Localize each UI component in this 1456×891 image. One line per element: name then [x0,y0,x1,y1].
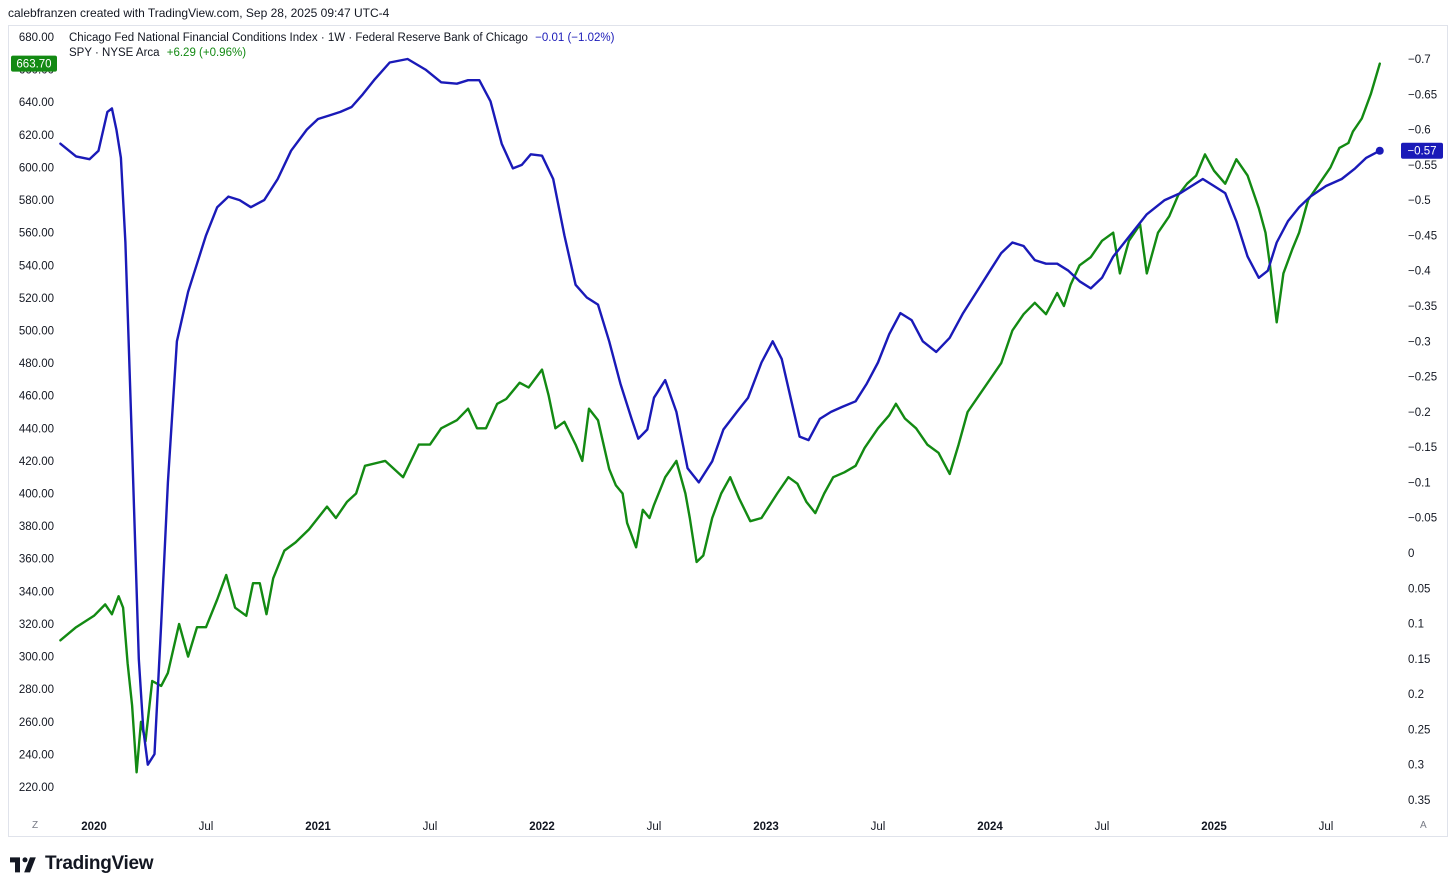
right-tick-label: −0.55 [1408,160,1437,172]
right-tick-label: 0 [1408,548,1414,560]
right-tick-label: −0.5 [1408,195,1431,207]
right-tick-label: 0.3 [1408,760,1424,772]
right-tick-label: −0.65 [1408,89,1437,101]
legend-spy[interactable]: SPY · NYSE Arca +6.29 (+0.96%) [69,47,250,59]
left-tick-label: 620.00 [19,130,54,142]
time-tick-label: Jul [871,821,886,833]
left-tick-label: 260.00 [19,717,54,729]
right-tick-label: −0.45 [1408,230,1437,242]
time-tick-label: Jul [199,821,214,833]
time-tick-label: 2024 [977,821,1003,833]
time-tick-label: Jul [647,821,662,833]
right-tick-label: −0.3 [1408,336,1431,348]
nfci-last-point [1375,146,1384,155]
left-tick-label: 460.00 [19,391,54,403]
auto-scale-button[interactable]: A [1420,820,1427,831]
left-tick-label: 600.00 [19,162,54,174]
time-tick-label: Jul [1319,821,1334,833]
left-tick-label: 360.00 [19,554,54,566]
right-tick-label: −0.2 [1408,407,1431,419]
chart-frame[interactable] [8,25,1448,837]
chart-attribution: calebfranzen created with TradingView.co… [8,6,390,20]
left-tick-label: 560.00 [19,228,54,240]
time-tick-label: Jul [1095,821,1110,833]
left-tick-label: 640.00 [19,97,54,109]
tradingview-brand[interactable]: TradingView [10,853,154,875]
nfci-last-value: −0.57 [1407,146,1436,158]
right-tick-label: −0.1 [1408,477,1431,489]
left-tick-label: 540.00 [19,260,54,272]
nfci-series-line[interactable] [59,57,1381,766]
time-tick-label: 2020 [81,821,107,833]
legend-spy-name: SPY · NYSE Arca [69,47,160,59]
tradingview-logo-icon [10,857,36,873]
left-price-axis[interactable]: 680.00660.00640.00620.00600.00580.00560.… [11,32,57,794]
right-tick-label: −0.4 [1408,266,1431,278]
legend-nfci[interactable]: Chicago Fed National Financial Condition… [69,32,618,44]
right-tick-label: −0.7 [1408,54,1431,66]
right-tick-label: 0.05 [1408,583,1430,595]
left-tick-label: 580.00 [19,195,54,207]
left-tick-label: 380.00 [19,521,54,533]
right-price-axis[interactable]: −0.7 −0.65 −0.6 −0.55 −0.5 −0.45 −0.4 −0.35 −0.3… [1401,54,1443,807]
left-tick-label: 520.00 [19,293,54,305]
time-axis[interactable]: 2020 Jul 2021 Jul 2022 Jul 2023 Jul 2024 Jul 2025 J… [81,821,1333,833]
left-tick-label: 220.00 [19,782,54,794]
spy-last-badge [11,55,57,72]
zoom-button[interactable]: Z [32,820,39,831]
right-tick-label: 0.25 [1408,724,1430,736]
legend-nfci-change: −0.01 (−1.02%) [535,32,615,44]
spy-last-value: 663.70 [16,59,51,71]
right-tick-label: −0.6 [1408,125,1431,137]
left-tick-label: 440.00 [19,423,54,435]
right-tick-label: −0.05 [1408,513,1437,525]
left-tick-label: 340.00 [19,586,54,598]
right-tick-label: −0.35 [1408,301,1437,313]
right-tick-label: 0.15 [1408,654,1430,666]
left-tick-label: 240.00 [19,749,54,761]
legend-spy-change: +6.29 (+0.96%) [166,47,247,59]
time-tick-label: 2023 [753,821,779,833]
left-tick-label: 320.00 [19,619,54,631]
right-tick-label: −0.15 [1408,442,1437,454]
left-tick-label: 280.00 [19,684,54,696]
right-tick-label: 0.35 [1408,795,1430,807]
spy-series-line[interactable] [59,62,1381,774]
left-tick-label: 500.00 [19,325,54,337]
tradingview-wordmark: TradingView [45,853,154,874]
nfci-last-badge [1401,142,1443,159]
left-tick-label: 480.00 [19,358,54,370]
time-tick-label: 2025 [1201,821,1227,833]
right-tick-label: 0.2 [1408,689,1424,701]
time-tick-label: 2022 [529,821,555,833]
time-tick-label: Jul [423,821,438,833]
left-tick-label: 400.00 [19,489,54,501]
legend-nfci-name: Chicago Fed National Financial Condition… [69,32,528,44]
time-tick-label: 2021 [305,821,331,833]
right-tick-label: 0.1 [1408,619,1424,631]
left-tick-label: 300.00 [19,652,54,664]
left-tick-label: 680.00 [19,32,54,44]
left-tick-label: 420.00 [19,456,54,468]
right-tick-label: −0.25 [1408,372,1437,384]
plot-area[interactable] [59,57,1384,774]
